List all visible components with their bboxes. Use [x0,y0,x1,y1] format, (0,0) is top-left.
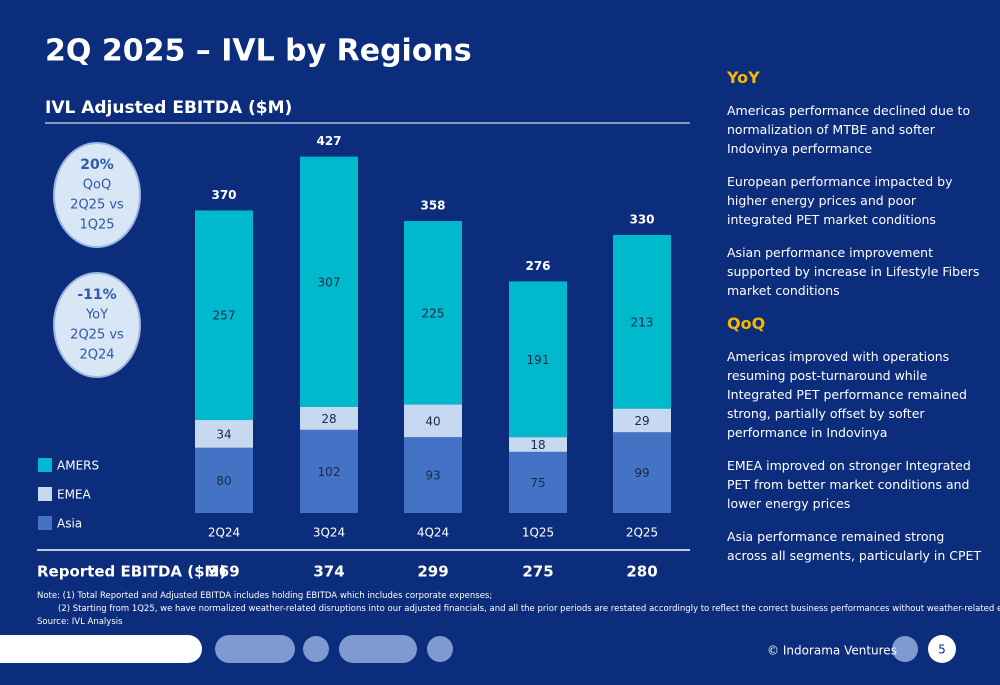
badge-headline: 20% [80,157,114,173]
segment-label: 18 [530,438,545,452]
bar-segment [613,432,671,513]
segment-label: 29 [634,414,649,428]
badge-headline: -11% [77,287,116,303]
segment-label: 102 [318,465,341,479]
note: Note: (1) Total Reported and Adjusted EB… [37,591,493,601]
bar-segment [300,156,358,407]
badge [53,142,141,248]
legend-swatch [38,458,52,472]
legend-swatch [38,487,52,501]
slide-title: 2Q 2025 – IVL by Regions [45,34,472,69]
badge-line: 2Q25 vs [70,198,124,213]
reported-value: 280 [626,563,657,581]
total-label: 427 [316,134,341,148]
segment-label: 191 [527,353,550,367]
badge-line: 2Q24 [79,348,114,363]
bar-segment [300,406,358,430]
segment-label: 28 [321,412,336,426]
legend-label: AMERS [57,459,99,473]
bar-segment [195,210,253,421]
paragraph: EMEA improved on stronger Integrated PET… [727,458,971,511]
decor [427,636,453,662]
total-label: 370 [211,188,236,202]
reported-label: Reported EBITDA ($M) [37,563,226,581]
legend-label: EMEA [57,488,92,502]
legend-label: Asia [57,517,82,531]
page-badge [928,635,956,663]
paragraph: European performance impacted by higher … [727,174,953,227]
paragraph: Americas improved with operations resumi… [727,349,967,440]
bar-segment [404,437,462,513]
bar-segment [509,281,567,438]
segment-label: 99 [634,466,649,480]
badge-line: YoY [85,308,108,323]
reported-value: 374 [313,563,344,581]
badge [53,272,141,378]
note: Source: IVL Analysis [37,617,123,627]
reported-value: 369 [208,563,239,581]
x-tick-label: 4Q24 [417,526,449,540]
badge-line: 1Q25 [79,218,114,233]
segment-label: 34 [216,427,231,441]
page-number: 5 [938,643,946,657]
commentary: YoY Americas performance declined due to … [727,68,985,579]
bar-segment [195,420,253,448]
note: (2) Starting from 1Q25, we have normaliz… [58,604,1000,614]
bar-segment [300,429,358,513]
section-heading: QoQ [727,314,766,333]
bar-segment [509,437,567,452]
x-tick-label: 2Q24 [208,526,240,540]
total-label: 276 [525,259,550,273]
segment-label: 213 [631,315,654,329]
decor [0,635,202,663]
segment-label: 80 [216,474,231,488]
badge-line: 2Q25 vs [70,328,124,343]
bar-segment [195,447,253,513]
bar-segment [613,234,671,409]
segment-label: 40 [425,414,440,428]
copyright: © Indorama Ventures [767,644,897,658]
decor [339,635,417,663]
total-label: 330 [629,212,654,226]
section-heading: YoY [727,68,760,87]
segment-label: 75 [530,476,545,490]
segment-label: 225 [422,306,445,320]
paragraph: Americas performance declined due to nor… [727,103,971,156]
x-tick-label: 2Q25 [626,526,658,540]
paragraph: Asia performance remained strong across … [727,529,982,563]
bar-segment [613,408,671,433]
segment-label: 307 [318,275,341,289]
reported-value: 275 [522,563,553,581]
decor [215,635,295,663]
x-tick-label: 3Q24 [313,526,345,540]
bar-segment [404,404,462,438]
bar-segment [404,221,462,405]
chart-title: IVL Adjusted EBITDA ($M) [45,98,292,118]
badge-line: QoQ [83,178,111,193]
reported-value: 299 [417,563,448,581]
bar-segment [509,451,567,513]
segment-label: 93 [425,469,440,483]
x-tick-label: 1Q25 [522,526,554,540]
total-label: 358 [420,199,445,213]
segment-label: 257 [213,309,236,323]
decor [892,636,918,662]
legend-swatch [38,516,52,530]
decor [303,636,329,662]
paragraph: Asian performance improvement supported … [727,245,980,298]
